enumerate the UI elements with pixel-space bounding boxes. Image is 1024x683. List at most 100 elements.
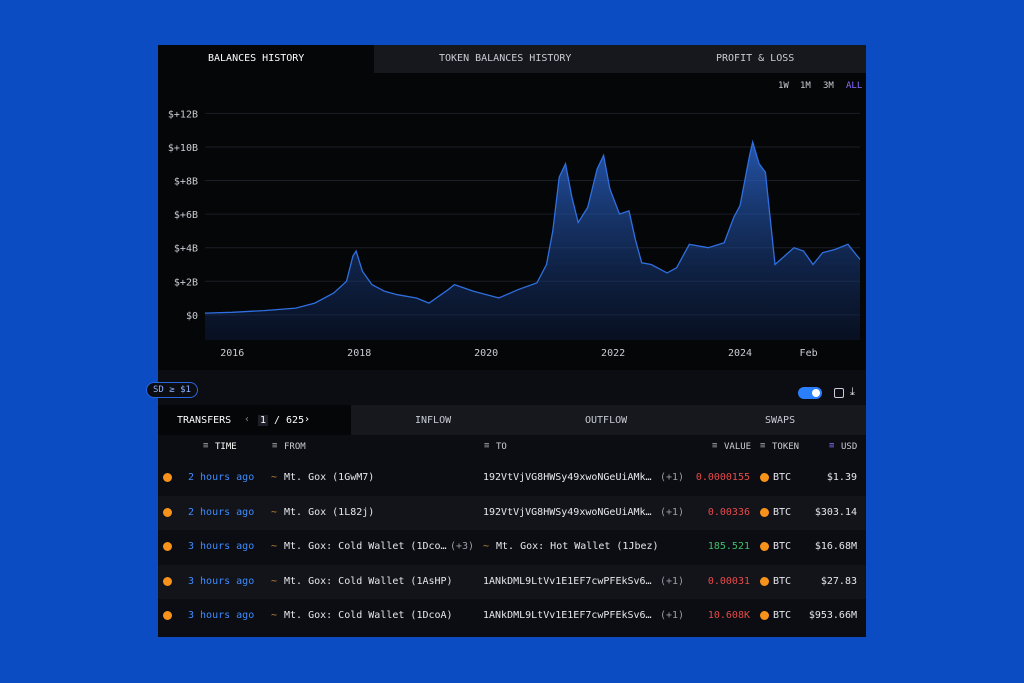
column-header[interactable]: USD	[841, 442, 858, 452]
entity-icon: ~	[271, 610, 278, 621]
y-tick-label: $+4B	[174, 244, 198, 255]
filter-icon: ≡	[829, 441, 835, 451]
usd: $1.39	[826, 472, 857, 483]
y-tick-label: $+6B	[174, 210, 198, 221]
coin-icon	[163, 611, 172, 620]
y-tick-label: $+10B	[168, 143, 198, 154]
active-table-tab-bg	[158, 405, 351, 435]
range-button[interactable]: ALL	[846, 81, 863, 91]
time[interactable]: 2 hours ago	[188, 506, 255, 518]
x-tick-label: 2022	[601, 348, 625, 359]
page-arrows: ›	[304, 414, 311, 425]
to-count: (+1)	[660, 506, 685, 518]
entity-icon: ~	[271, 541, 278, 552]
table-tab[interactable]: OUTFLOW	[585, 415, 628, 426]
coin-icon	[163, 576, 172, 586]
time[interactable]: 2 hours ago	[188, 472, 255, 483]
table-row: 2 hours ago ~ Mt. Gox (1L82j) 192VtVjVG8HWS…	[158, 495, 866, 530]
token: BTC	[773, 541, 792, 552]
coin-icon	[163, 473, 172, 482]
to-count: (+1)	[660, 610, 685, 621]
to-count: (+1)	[660, 472, 685, 483]
token-icon	[760, 542, 769, 551]
usd: $303.14	[814, 506, 857, 518]
to[interactable]: 192VtVjVG8HWSy49xwoNGeUiAMk…	[483, 472, 652, 483]
from-count: (+3)	[450, 541, 475, 552]
entity-icon: ~	[271, 506, 278, 518]
from[interactable]: Mt. Gox (1L82j)	[284, 506, 375, 518]
token-icon	[760, 507, 769, 517]
to-count: (+1)	[660, 575, 685, 587]
column-header[interactable]: VALUE	[724, 442, 752, 452]
y-tick-label: $+8B	[174, 177, 198, 188]
range-button[interactable]: 1M	[800, 81, 811, 91]
tab-bar	[374, 45, 866, 73]
table-tab[interactable]: INFLOW	[415, 415, 452, 426]
pagination-total: / 625	[274, 415, 305, 426]
table-tab[interactable]: TRANSFERS	[177, 415, 232, 426]
y-tick-label: $+12B	[168, 109, 198, 120]
table-row: 2 hours ago ~ Mt. Gox (1GwM7) 192VtVjVG8HWS…	[158, 461, 866, 495]
panel: $0 $+2B $+4B $+6B $+8B $+10B $+12B 2016 2018 2020…	[158, 45, 866, 637]
tab[interactable]: TOKEN BALANCES HISTORY	[439, 53, 572, 64]
to[interactable]: 1ANkDML9LtVv1E1EF7cwPFEkSv6…	[483, 575, 652, 587]
to[interactable]: Mt. Gox: Hot Wallet (1Jbez)	[496, 541, 659, 552]
download-icon[interactable]: ⤓	[850, 385, 855, 398]
y-tick-label: $0	[186, 311, 198, 322]
from[interactable]: Mt. Gox: Cold Wallet (1Dco…	[284, 541, 447, 552]
coin-icon	[163, 542, 172, 551]
filter-icon: ≡	[203, 441, 209, 451]
active-tab-bg	[158, 45, 374, 73]
tab[interactable]: BALANCES HISTORY	[208, 53, 305, 64]
coin-icon	[163, 507, 172, 517]
filter-icon: ≡	[272, 441, 278, 451]
chart: $0 $+2B $+4B $+6B $+8B $+10B $+12B 2016 2018 2020…	[158, 73, 866, 370]
x-tick-label: 2016	[220, 348, 244, 359]
entity-icon: ~	[483, 541, 490, 552]
area	[205, 142, 860, 340]
token: BTC	[773, 575, 792, 587]
usd: $953.66M	[808, 610, 857, 621]
time[interactable]: 3 hours ago	[188, 541, 255, 552]
token: BTC	[773, 610, 792, 621]
from[interactable]: Mt. Gox: Cold Wallet (1AsHP)	[284, 575, 453, 587]
table-row: 3 hours ago ~ Mt. Gox: Cold Wallet (1AsHP)…	[158, 564, 866, 599]
entity-icon: ~	[271, 575, 278, 587]
time[interactable]: 3 hours ago	[188, 610, 255, 621]
range-button[interactable]: 1W	[778, 81, 789, 91]
x-tick-label: 2024	[728, 348, 752, 359]
from[interactable]: Mt. Gox: Cold Wallet (1DcoA)	[284, 610, 453, 621]
toggle[interactable]	[798, 387, 822, 399]
from[interactable]: Mt. Gox (1GwM7)	[284, 472, 375, 483]
filter-icon: ≡	[760, 441, 766, 451]
line	[204, 139, 861, 314]
range-button[interactable]: 3M	[823, 81, 834, 91]
filter-icon: ≡	[484, 441, 490, 451]
x-tick-label: 2020	[474, 348, 498, 359]
to[interactable]: 1ANkDML9LtVv1E1EF7cwPFEkSv6…	[483, 610, 652, 621]
filter-chip[interactable]: SD ≥ $1	[146, 382, 198, 398]
x-tick-label: 2018	[347, 348, 371, 359]
filter-icon: ≡	[712, 441, 718, 451]
token-icon	[760, 611, 769, 620]
time[interactable]: 3 hours ago	[188, 575, 255, 587]
to[interactable]: 192VtVjVG8HWSy49xwoNGeUiAMk…	[483, 506, 652, 518]
tab[interactable]: PROFIT & LOSS	[716, 53, 795, 64]
token-icon	[760, 576, 769, 586]
value: 0.00336	[707, 506, 750, 518]
column-header[interactable]: TOKEN	[772, 442, 800, 452]
column-header[interactable]: FROM	[284, 442, 306, 452]
token-icon	[760, 473, 769, 482]
entity-icon: ~	[271, 472, 278, 483]
value: 10.608K	[707, 610, 750, 621]
usd: $27.83	[820, 575, 857, 587]
copy-icon[interactable]	[834, 388, 844, 398]
value: 185.521	[707, 541, 750, 552]
pagination-page[interactable]: 1	[258, 415, 269, 426]
usd: $16.68M	[814, 541, 857, 552]
value: 0.00031	[707, 575, 750, 587]
column-header[interactable]: TIME	[215, 442, 237, 452]
table-tab[interactable]: SWAPS	[765, 415, 796, 426]
column-header[interactable]: TO	[496, 442, 507, 452]
